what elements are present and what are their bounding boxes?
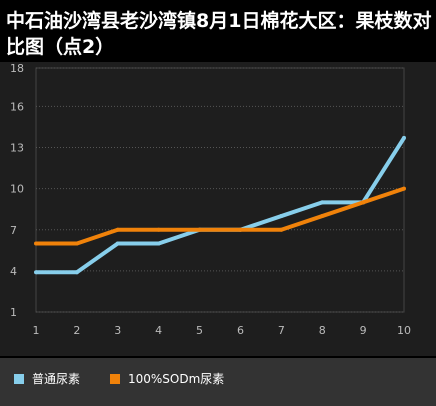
x-tick-label: 5 [196, 324, 203, 337]
plot-frame [35, 67, 405, 313]
data-point [156, 241, 161, 246]
series-line-2 [36, 186, 405, 246]
y-axis-ticks: 1 4 7 10 13 16 18 [10, 62, 24, 319]
y-tick-label: 1 [10, 306, 17, 319]
data-point [402, 186, 406, 191]
legend-swatch [14, 373, 24, 384]
data-point [74, 270, 79, 275]
data-point [34, 241, 38, 246]
data-point [115, 241, 120, 246]
x-tick-label: 8 [319, 324, 326, 337]
legend-item-series-1[interactable]: 普通尿素 [14, 370, 80, 387]
x-tick-label: 9 [360, 324, 367, 337]
data-point [238, 227, 243, 232]
data-point [115, 227, 120, 232]
x-tick-label: 10 [397, 324, 411, 337]
data-point [279, 227, 284, 232]
gridlines [35, 67, 405, 313]
data-point [320, 200, 325, 205]
x-tick-label: 2 [73, 324, 80, 337]
x-tick-label: 4 [155, 324, 162, 337]
x-tick-label: 7 [278, 324, 285, 337]
data-point [156, 227, 161, 232]
data-point [361, 200, 366, 205]
y-tick-label: 16 [10, 100, 24, 113]
legend-label: 普通尿素 [32, 372, 81, 386]
chart-title: 中石油沙湾县老沙湾镇8月1日棉花大区：果枝数对比图（点2） [6, 10, 432, 58]
y-tick-label: 10 [10, 183, 24, 196]
data-point [320, 214, 325, 219]
x-tick-label: 3 [114, 324, 121, 337]
legend-swatch [110, 373, 120, 384]
plot-panel [0, 62, 436, 356]
x-tick-label: 1 [33, 324, 40, 337]
y-tick-label: 4 [10, 265, 17, 278]
legend: 普通尿素 100%SODm尿素 [0, 358, 436, 406]
y-tick-label: 13 [10, 142, 24, 155]
y-tick-label: 7 [10, 224, 17, 237]
y-tick-label: 18 [10, 62, 24, 75]
data-point [34, 270, 38, 275]
data-point [279, 214, 284, 219]
data-point [402, 135, 406, 140]
x-tick-label: 6 [237, 324, 244, 337]
x-axis-ticks: 1 2 3 4 5 6 7 8 9 10 [33, 324, 412, 337]
line-chart: 1 4 7 10 13 16 18 1 2 3 4 5 6 7 8 9 10 [10, 62, 412, 337]
data-point [197, 227, 202, 232]
data-point [74, 241, 79, 246]
legend-item-series-2[interactable]: 100%SODm尿素 [110, 370, 224, 387]
series-lines [34, 135, 406, 275]
legend-label: 100%SODm尿素 [128, 372, 225, 386]
